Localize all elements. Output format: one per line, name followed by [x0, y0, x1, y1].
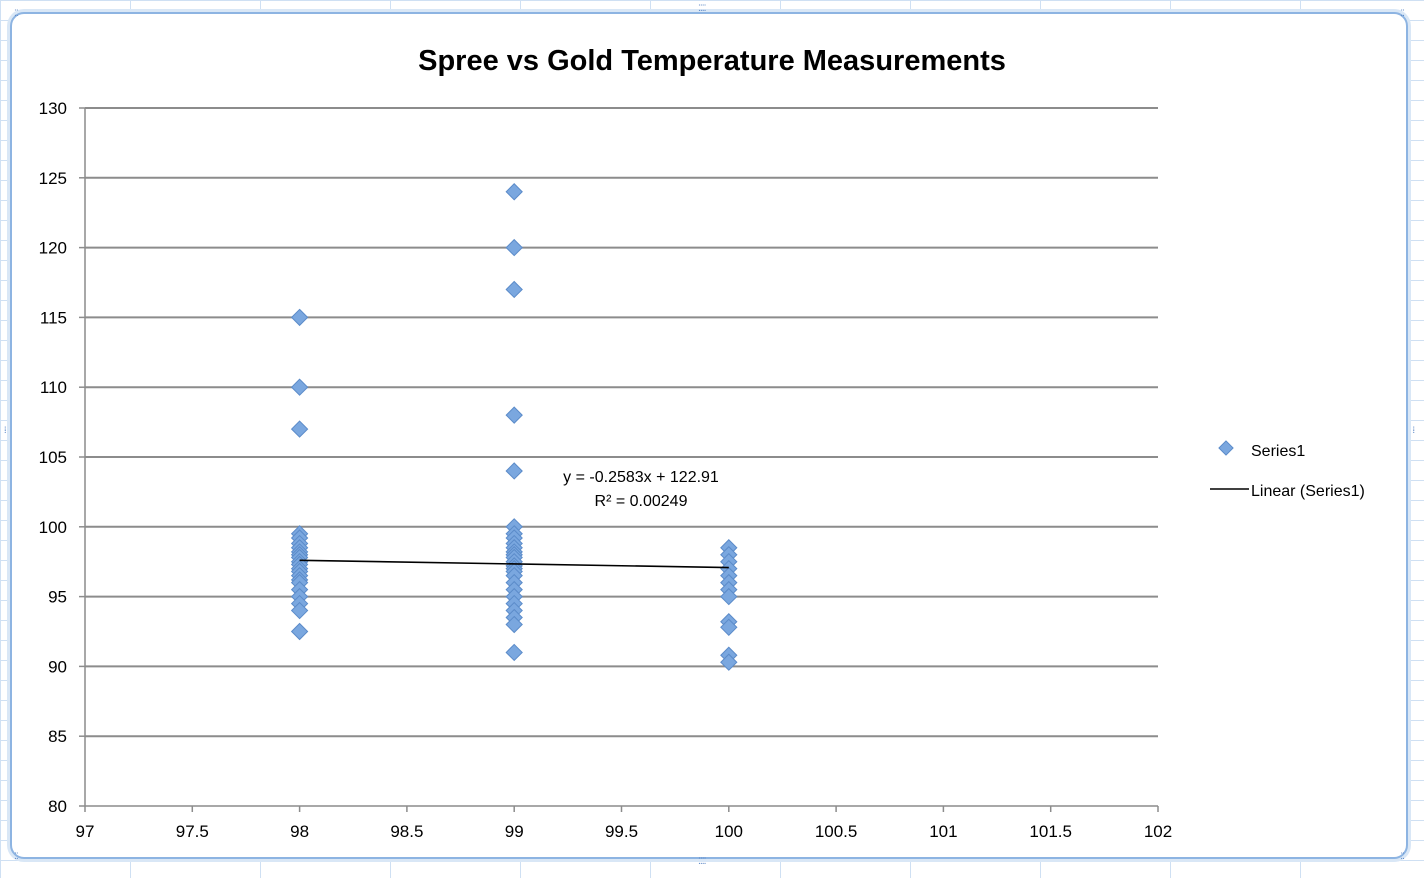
resize-handle-top-right[interactable]: ⁚⁚ [1400, 9, 1405, 19]
resize-handle-right[interactable]: ⁞ [1412, 426, 1414, 436]
chart-frame[interactable]: ⁚⁚ ⁚⁚⁚⁚ ⁚⁚ ⁞ ⁞ ⁚⁚ ⁚⁚⁚⁚ ⁚⁚ [4, 5, 1415, 867]
data-point[interactable] [720, 618, 738, 637]
x-tick-label: 99 [505, 822, 524, 841]
y-tick-label: 110 [40, 378, 67, 397]
resize-handle-top-left[interactable]: ⁚⁚ [14, 9, 19, 19]
data-point[interactable] [505, 643, 523, 662]
y-tick-label: 130 [39, 99, 67, 118]
legend-series1-label: Series1 [1251, 443, 1305, 460]
x-tick-label: 101 [929, 822, 957, 841]
data-point[interactable] [505, 615, 523, 634]
data-point[interactable] [505, 406, 523, 424]
resize-handle-bottom-right[interactable]: ⁚⁚ [1400, 852, 1405, 862]
chart-title: Spree vs Gold Temperature Measurements [418, 45, 1006, 77]
series1-points[interactable] [290, 183, 738, 671]
data-point[interactable] [720, 653, 738, 671]
x-tick-label: 97 [76, 822, 95, 841]
legend-trendline-label: Linear (Series1) [1251, 483, 1365, 500]
resize-handle-bottom[interactable]: ⁚⁚⁚⁚ [698, 857, 707, 867]
data-point[interactable] [720, 587, 738, 606]
data-point[interactable] [290, 378, 309, 396]
resize-handle-bottom-left[interactable]: ⁚⁚ [14, 852, 19, 862]
legend[interactable]: Series1 Linear (Series1) [1210, 440, 1365, 500]
y-tick-label: 105 [39, 448, 67, 467]
trendline-equation: y = -0.2583x + 122.91 [563, 469, 719, 486]
x-tick-label: 97.5 [176, 822, 209, 841]
resize-handle-left[interactable]: ⁞ [4, 426, 6, 436]
y-tick-label: 85 [48, 727, 67, 746]
x-tick-label: 102 [1144, 822, 1172, 841]
y-tick-label: 80 [48, 797, 67, 816]
trendline[interactable] [299, 559, 729, 569]
x-tick-label: 101.5 [1029, 822, 1072, 841]
y-tick-label: 95 [48, 588, 67, 607]
resize-handle-top[interactable]: ⁚⁚⁚⁚ [698, 4, 707, 14]
data-point[interactable] [505, 183, 523, 201]
y-tick-label: 100 [39, 518, 67, 537]
data-point[interactable] [290, 420, 309, 438]
data-point[interactable] [505, 238, 523, 257]
y-tick-label: 120 [39, 239, 67, 258]
x-tick-label: 100 [715, 822, 743, 841]
axes: 80 85 90 95 100 105 110 115 120 125 130 97 97.5 98 98.… [39, 99, 1173, 841]
data-point[interactable] [290, 601, 309, 620]
x-tick-label: 100.5 [815, 822, 858, 841]
data-point[interactable] [290, 308, 309, 327]
x-tick-label: 99.5 [605, 822, 638, 841]
y-tick-label: 90 [48, 657, 67, 676]
legend-series1-marker [1218, 440, 1234, 456]
y-tick-label: 125 [39, 169, 67, 188]
data-point[interactable] [505, 280, 523, 299]
trendline-r-squared: R² = 0.00249 [595, 493, 688, 510]
y-tick-label: 115 [40, 308, 67, 327]
x-tick-label: 98 [290, 822, 309, 841]
x-tick-label: 98.5 [390, 822, 423, 841]
gridlines [85, 107, 1158, 738]
data-point[interactable] [505, 462, 523, 480]
trendline-group[interactable] [299, 559, 729, 569]
data-point[interactable] [290, 622, 309, 641]
